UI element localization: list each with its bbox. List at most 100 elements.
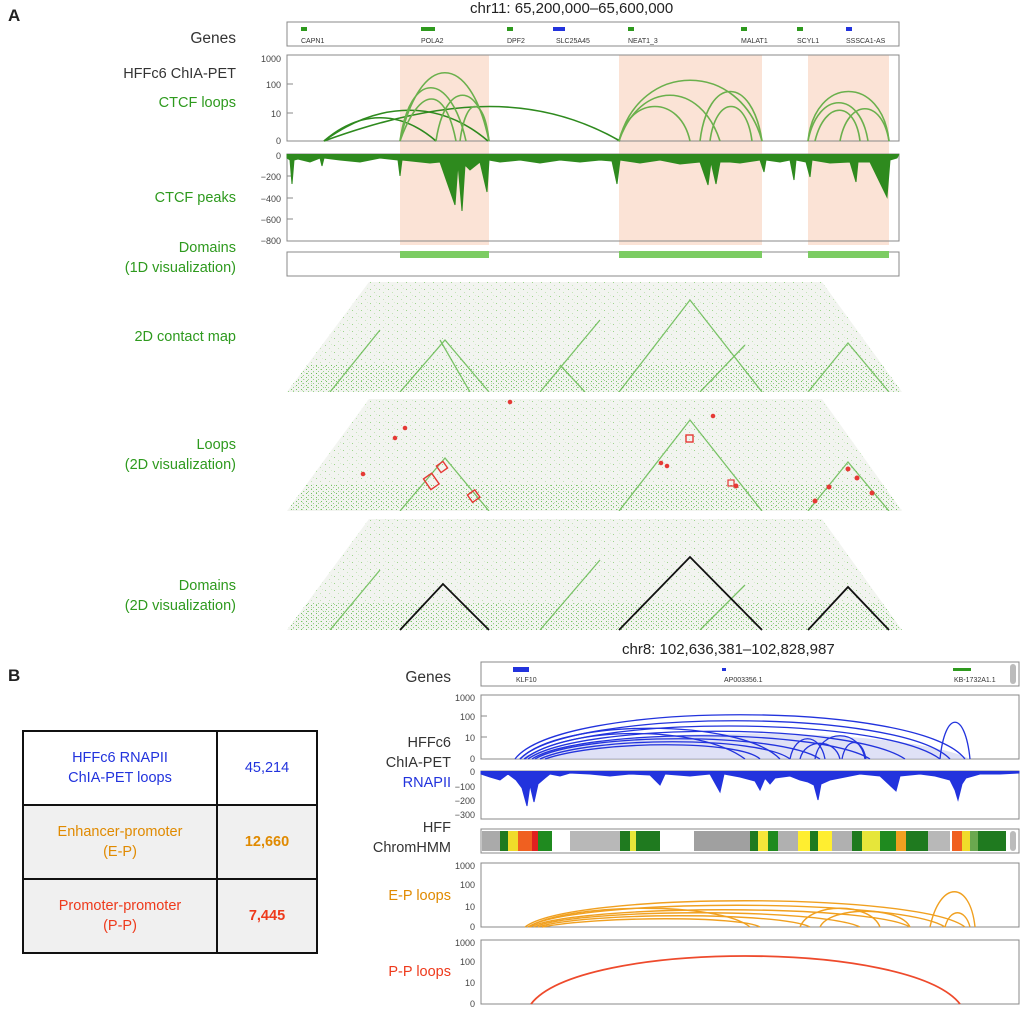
table-cell-value: 12,660 <box>216 804 318 880</box>
contact-map-label: 2D contact map <box>134 329 236 345</box>
ctcf-loops-track: 1000 100 10 0 <box>261 54 900 146</box>
row-label-line1: Enhancer-promoter <box>57 824 183 840</box>
table-cell-label: Enhancer-promoter (E-P) <box>22 804 218 880</box>
domains-2d-label-line2: (2D visualization) <box>124 598 236 614</box>
row-label-line2: (P-P) <box>103 918 137 934</box>
loops-2d-label: Loops (2D visualization) <box>125 435 236 475</box>
gene-slc25a45: SLC25A45 <box>553 27 590 45</box>
peak-tick: −200 <box>261 172 281 182</box>
loop-tick: 100 <box>266 80 281 90</box>
domain-triangles-2d <box>399 555 890 631</box>
peak-tick: −400 <box>261 194 281 204</box>
row-label-line2: (E-P) <box>103 844 137 860</box>
panel-a-title: chr11: 65,200,000–65,600,000 <box>470 0 674 17</box>
ctcf-peaks-signal <box>286 153 900 212</box>
gene-label: NEAT1_3 <box>628 38 658 45</box>
table-cell-label: HFFc6 RNAPII ChIA-PET loops <box>22 730 218 806</box>
domains-1d-label-line1: Domains <box>178 240 236 256</box>
gene-dpf2: DPF2 <box>507 27 525 45</box>
rnapii-tick: 0 <box>470 767 475 777</box>
gene-klf10: KLF10 <box>513 667 537 684</box>
chromhmm-label-line2: ChromHMM <box>372 840 451 856</box>
table-row: Promoter-promoter (P-P) 7,445 <box>22 878 318 954</box>
ctcf-loops-label: CTCF loops <box>158 95 236 111</box>
domains-1d-track <box>286 251 900 277</box>
row-label-line1: Promoter-promoter <box>58 898 182 914</box>
panel-b-title: chr8: 102,636,381–102,828,987 <box>622 641 835 658</box>
peak-tick: 0 <box>276 151 281 161</box>
gene-pola2: POLA2 <box>421 27 444 45</box>
table-cell-value: 45,214 <box>216 730 318 806</box>
gene-neat1: NEAT1_3 <box>628 27 658 45</box>
chromhmm-label-line1: HFF <box>422 820 451 836</box>
pp-loop-arc <box>530 955 961 1005</box>
chiapet-label-b: HFFc6 ChIA-PET RNAPII <box>386 733 451 793</box>
gene-malat1: MALAT1 <box>741 27 768 45</box>
gene-label: SLC25A45 <box>556 38 590 45</box>
domain-bar <box>400 251 489 258</box>
panel-a-letter: A <box>8 6 21 25</box>
loop-tick: 0 <box>470 754 475 764</box>
ctcf-loop-arcs <box>323 71 890 142</box>
loop-tick: 1000 <box>455 693 475 703</box>
ep-loops-label: E-P loops <box>388 888 451 904</box>
loops-map-2d <box>287 399 902 511</box>
contact-map-2d <box>287 282 902 392</box>
loop-tick: 0 <box>276 136 281 146</box>
loop-tick: 1000 <box>455 861 475 871</box>
chiapet-label-b-line2: ChIA-PET <box>385 755 451 771</box>
rnapii-peaks-track: 0 −100 −200 −300 <box>455 767 1020 820</box>
rnapii-tick: −300 <box>455 810 475 820</box>
domains-1d-label: Domains (1D visualization) <box>125 238 236 278</box>
gene-label: DPF2 <box>507 38 525 45</box>
panel-a-tracks: CAPN1 POLA2 DPF2 SLC25A45 NEAT1_3 MALAT1… <box>261 21 902 631</box>
ctcf-peaks-track: 0 −200 −400 −600 −800 <box>261 151 900 246</box>
gene-label: MALAT1 <box>741 38 768 45</box>
gene-sssca1-as: SSSCA1-AS <box>846 27 886 45</box>
ctcf-peaks-label: CTCF peaks <box>154 190 236 206</box>
chiapet-label-b-line1: HFFc6 <box>407 735 452 751</box>
table-row: Enhancer-promoter (E-P) 12,660 <box>22 804 318 880</box>
loop-count-table: HFFc6 RNAPII ChIA-PET loops 45,214 Enhan… <box>22 730 318 954</box>
chiapet-label: HFFc6 ChIA-PET <box>123 66 236 82</box>
chromhmm-track <box>480 828 1020 854</box>
loop-tick: 100 <box>460 880 475 890</box>
loop-tick: 1000 <box>455 938 475 948</box>
loop-tick: 100 <box>460 712 475 722</box>
loop-tick: 0 <box>470 999 475 1009</box>
table-cell-label: Promoter-promoter (P-P) <box>22 878 218 954</box>
table-cell-value: 7,445 <box>216 878 318 954</box>
rnapii-tick: −100 <box>455 782 475 792</box>
pp-loops-label: P-P loops <box>388 964 451 980</box>
loop-tick: 100 <box>460 957 475 967</box>
gene-kb1732a1: KB-1732A1.1 <box>953 668 996 684</box>
row-label-line2: ChIA-PET loops <box>68 770 172 786</box>
pp-loops-track: 1000 100 10 0 <box>455 938 1020 1009</box>
genes-label-b: Genes <box>405 669 451 686</box>
rnapii-tick: −200 <box>455 796 475 806</box>
table-row: HFFc6 RNAPII ChIA-PET loops 45,214 <box>22 730 318 806</box>
panel-b-letter: B <box>8 666 21 685</box>
loop-tick: 10 <box>465 978 475 988</box>
ep-loop-arcs <box>524 891 976 928</box>
loop-calls <box>360 399 875 504</box>
gene-label: SCYL1 <box>797 38 819 45</box>
gene-label: KB-1732A1.1 <box>954 677 996 684</box>
gene-ap003356: AP003356.1 <box>722 668 763 684</box>
loop-tick: 1000 <box>261 54 281 64</box>
rnapii-loop-arcs <box>514 714 971 760</box>
gene-label: AP003356.1 <box>724 677 763 684</box>
loop-tick: 10 <box>271 109 281 119</box>
row-label-line1: HFFc6 RNAPII <box>72 750 168 766</box>
gene-label: KLF10 <box>516 677 537 684</box>
loop-tick: 10 <box>465 902 475 912</box>
domain-bar <box>808 251 889 258</box>
loop-tick: 0 <box>470 922 475 932</box>
peak-tick: −800 <box>261 236 281 246</box>
rnapii-loops-track: 1000 100 10 0 <box>455 693 1020 764</box>
rnapii-signal <box>480 771 1020 807</box>
gene-capn1: CAPN1 <box>301 27 324 45</box>
domain-bar <box>619 251 762 258</box>
gene-label: POLA2 <box>421 38 444 45</box>
domains-2d-label-line1: Domains <box>178 578 236 594</box>
